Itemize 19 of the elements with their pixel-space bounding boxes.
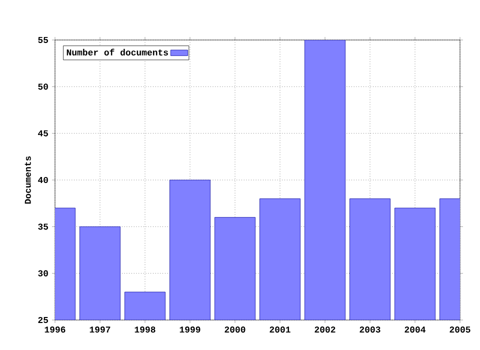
y-tick-label: 40 bbox=[38, 176, 48, 184]
x-tick-label: 2003 bbox=[360, 326, 380, 333]
x-tick-label: 2000 bbox=[224, 326, 246, 333]
y-tick-label: 30 bbox=[38, 270, 48, 276]
x-tick-label: 2004 bbox=[404, 326, 426, 333]
legend-label: Number of documents bbox=[66, 48, 168, 56]
x-tick-label: 2002 bbox=[314, 326, 336, 333]
y-tick-label: 55 bbox=[38, 37, 48, 43]
y-tick-label: 35 bbox=[38, 224, 48, 230]
x-tick-label: 1999 bbox=[180, 326, 200, 333]
x-tick-label: 2005 bbox=[450, 326, 470, 333]
x-tick-label: 1997 bbox=[90, 326, 110, 333]
y-axis-title: Documents bbox=[24, 156, 31, 204]
y-tick-label: 25 bbox=[38, 316, 48, 324]
x-tick-label: 2001 bbox=[270, 326, 290, 333]
y-tick-label: 45 bbox=[38, 130, 48, 136]
x-tick-label: 1996 bbox=[44, 326, 66, 333]
y-tick-label: 50 bbox=[38, 84, 48, 90]
x-tick-label: 1998 bbox=[134, 326, 156, 333]
